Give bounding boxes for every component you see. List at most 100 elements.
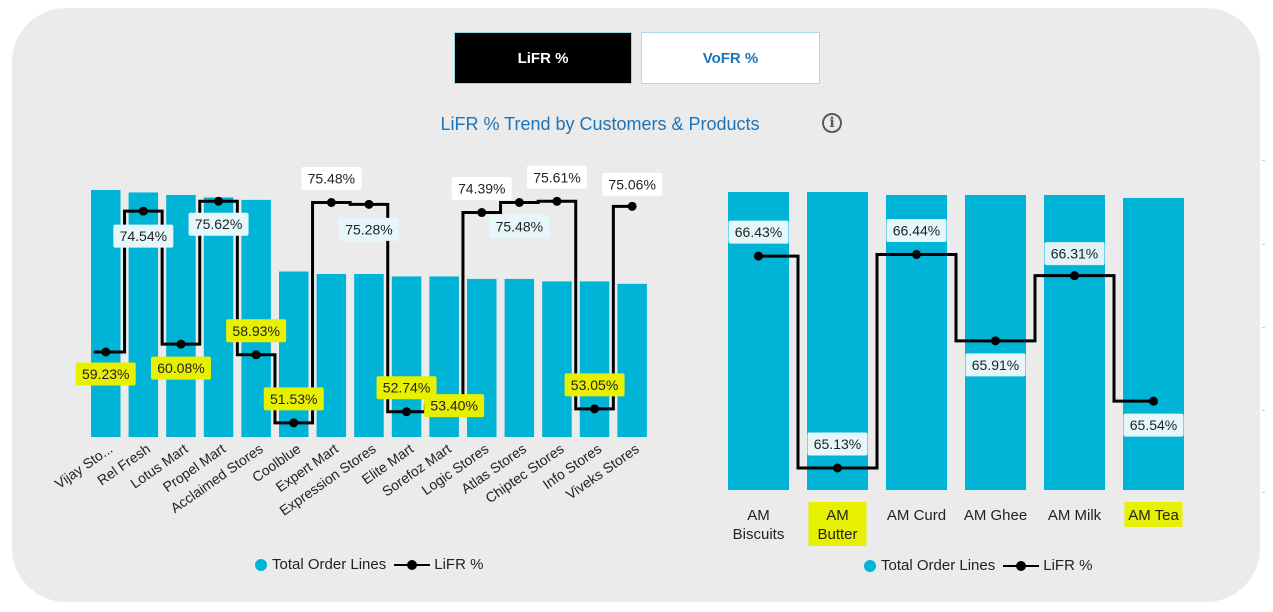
data-label-1-bg (728, 220, 789, 244)
data-label-1: 59.23% (82, 366, 129, 382)
data-label-10: 53.40% (430, 398, 477, 414)
bar-legend-swatch (255, 558, 267, 571)
data-label-5-bg (1044, 242, 1105, 266)
point-13 (552, 196, 562, 206)
point-5 (251, 350, 261, 360)
x-tick-5: AM Milk (1048, 507, 1102, 524)
data-label-12-bg (489, 215, 550, 238)
bar-12 (504, 278, 535, 437)
legend-line-label: LiFR % (1043, 557, 1093, 574)
tab-vofr[interactable]: VoFR % (641, 32, 820, 84)
point-2 (138, 206, 148, 216)
x-tick-highlight-2 (808, 502, 867, 546)
point-1 (754, 251, 763, 261)
bar-15 (617, 283, 647, 437)
line-legend-swatch (394, 559, 431, 571)
data-label-2-bg (807, 432, 868, 456)
point-14 (590, 404, 600, 414)
point-4 (991, 336, 1000, 346)
bar-7 (316, 273, 347, 437)
data-label-6-bg (1123, 413, 1184, 437)
x-tick-highlight-6 (1124, 502, 1183, 527)
scroll-tick (1262, 327, 1265, 328)
data-label-2: 74.54% (120, 228, 167, 244)
data-label-6: 65.54% (1130, 417, 1177, 433)
x-tick-3: AM Curd (887, 507, 946, 524)
bar-14 (579, 281, 610, 437)
data-label-15: 75.06% (608, 176, 655, 192)
data-label-3-bg (150, 356, 211, 380)
data-label-10-bg (424, 394, 485, 418)
data-label-1: 66.43% (735, 224, 782, 240)
bar-6 (279, 271, 309, 437)
x-tick-1-line-2: Biscuits (733, 526, 785, 543)
bar-13 (542, 281, 572, 437)
point-12 (514, 198, 524, 207)
data-label-11: 74.39% (458, 181, 505, 197)
data-label-3: 60.08% (157, 360, 204, 376)
bar-6 (1123, 197, 1184, 490)
bar-4 (203, 197, 234, 437)
data-label-6: 51.53% (270, 391, 317, 407)
data-label-13-bg (526, 165, 587, 189)
data-label-4-bg (965, 353, 1026, 377)
data-label-4: 65.91% (972, 357, 1019, 373)
tab-lifr[interactable]: LiFR % (454, 32, 632, 84)
data-label-7: 75.48% (308, 171, 355, 187)
data-label-5-bg (226, 319, 287, 343)
legend-bar-label: Total Order Lines (881, 557, 996, 574)
point-2 (833, 463, 842, 473)
data-label-12: 75.48% (496, 219, 543, 235)
point-15 (627, 201, 637, 211)
point-4 (214, 196, 224, 206)
point-7 (326, 198, 336, 207)
point-6 (1149, 396, 1158, 406)
data-label-7-bg (301, 167, 362, 190)
chart-title: LiFR % Trend by Customers & Products (440, 114, 760, 134)
data-label-11-bg (451, 177, 512, 201)
point-3 (912, 249, 921, 259)
data-label-13: 75.61% (533, 169, 580, 185)
legend-customers: Total Order Lines LiFR % (255, 556, 483, 573)
data-label-9: 52.74% (383, 380, 430, 396)
x-tick-6: AM Tea (1128, 507, 1179, 524)
x-tick-2-line-1: AM (826, 507, 849, 524)
bar-8 (354, 273, 384, 437)
data-label-8-bg (338, 217, 399, 241)
data-label-14: 53.05% (571, 377, 618, 393)
data-label-4: 75.62% (195, 216, 242, 232)
info-icon[interactable]: i (822, 113, 842, 133)
data-label-1-bg (75, 362, 136, 386)
data-label-9-bg (376, 376, 437, 400)
data-label-4-bg (188, 212, 249, 236)
bar-3 (886, 194, 947, 491)
data-label-15-bg (602, 172, 663, 196)
point-9 (402, 407, 412, 417)
data-label-6-bg (263, 387, 324, 411)
data-label-3: 66.44% (893, 222, 940, 238)
data-label-8: 75.28% (345, 221, 392, 237)
scroll-tick (1262, 492, 1265, 493)
bar-5 (1044, 194, 1105, 491)
point-6 (289, 418, 299, 428)
point-1 (101, 347, 111, 357)
legend-products: Total Order Lines LiFR % (864, 557, 1092, 574)
x-tick-2-line-2: Butter (817, 526, 857, 543)
point-3 (176, 339, 186, 349)
scroll-tick (1262, 160, 1265, 161)
bar-legend-swatch (864, 559, 876, 572)
data-label-5: 58.93% (232, 323, 279, 339)
scroll-tick (1262, 410, 1265, 411)
data-label-3-bg (886, 218, 947, 242)
point-8 (364, 199, 374, 209)
x-tick-1-line-1: AM (747, 507, 770, 524)
point-11 (477, 208, 487, 218)
legend-bar-label: Total Order Lines (272, 556, 387, 573)
data-label-5: 66.31% (1051, 246, 1098, 262)
data-label-14-bg (564, 373, 625, 397)
line-legend-swatch (1003, 560, 1040, 572)
point-5 (1070, 271, 1079, 281)
scroll-tick (1262, 244, 1265, 245)
data-label-2-bg (113, 224, 174, 248)
